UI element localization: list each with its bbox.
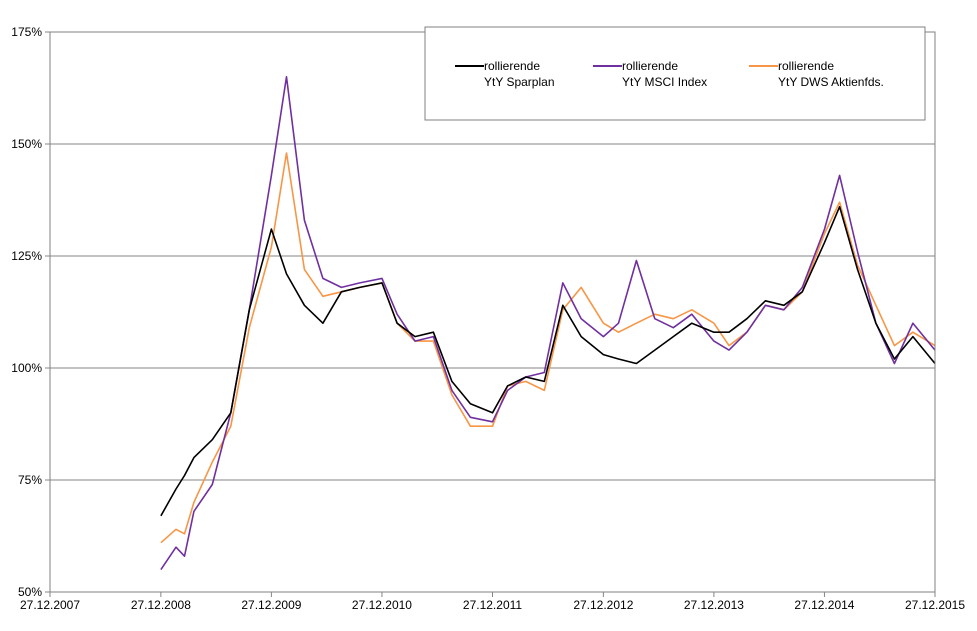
y-tick-label: 125%: [11, 249, 42, 263]
legend-label-msci-line1: rollierende: [622, 59, 678, 73]
x-tick-label: 27.12.2007: [20, 598, 80, 612]
legend-label-sparplan-line1: rollierende: [484, 59, 540, 73]
legend-label-dws-line2: YtY DWS Aktienfds.: [778, 75, 884, 89]
legend-label-msci-line2: YtY MSCI Index: [622, 75, 707, 89]
y-tick-label: 150%: [11, 137, 42, 151]
x-tick-label: 27.12.2010: [352, 598, 412, 612]
x-tick-label: 27.12.2015: [905, 598, 965, 612]
y-tick-label: 100%: [11, 361, 42, 375]
legend-label-dws-line1: rollierende: [778, 59, 834, 73]
y-axis: 50% 75% 100% 125% 150% 175%: [11, 25, 50, 599]
x-tick-label: 27.12.2014: [794, 598, 854, 612]
series-line-msci: [160, 76, 936, 571]
series-line-sparplan: [160, 205, 936, 517]
legend-box: [424, 26, 926, 121]
series-line-dws: [160, 152, 936, 544]
x-tick-label: 27.12.2013: [684, 598, 744, 612]
x-tick-label: 27.12.2012: [573, 598, 633, 612]
y-tick-label: 50%: [18, 585, 42, 599]
y-tick-label: 75%: [18, 473, 42, 487]
x-tick-label: 27.12.2011: [463, 598, 522, 612]
legend: rollierende YtY Sparplan rollierende YtY…: [424, 26, 926, 121]
series-lines: [160, 76, 936, 571]
x-axis: 27.12.2007 27.12.2008 27.12.2009 27.12.2010…: [20, 592, 965, 612]
legend-label-sparplan-line2: YtY Sparplan: [484, 75, 555, 89]
x-tick-label: 27.12.2008: [131, 598, 191, 612]
y-tick-label: 175%: [11, 25, 42, 39]
x-tick-label: 27.12.2009: [241, 598, 301, 612]
